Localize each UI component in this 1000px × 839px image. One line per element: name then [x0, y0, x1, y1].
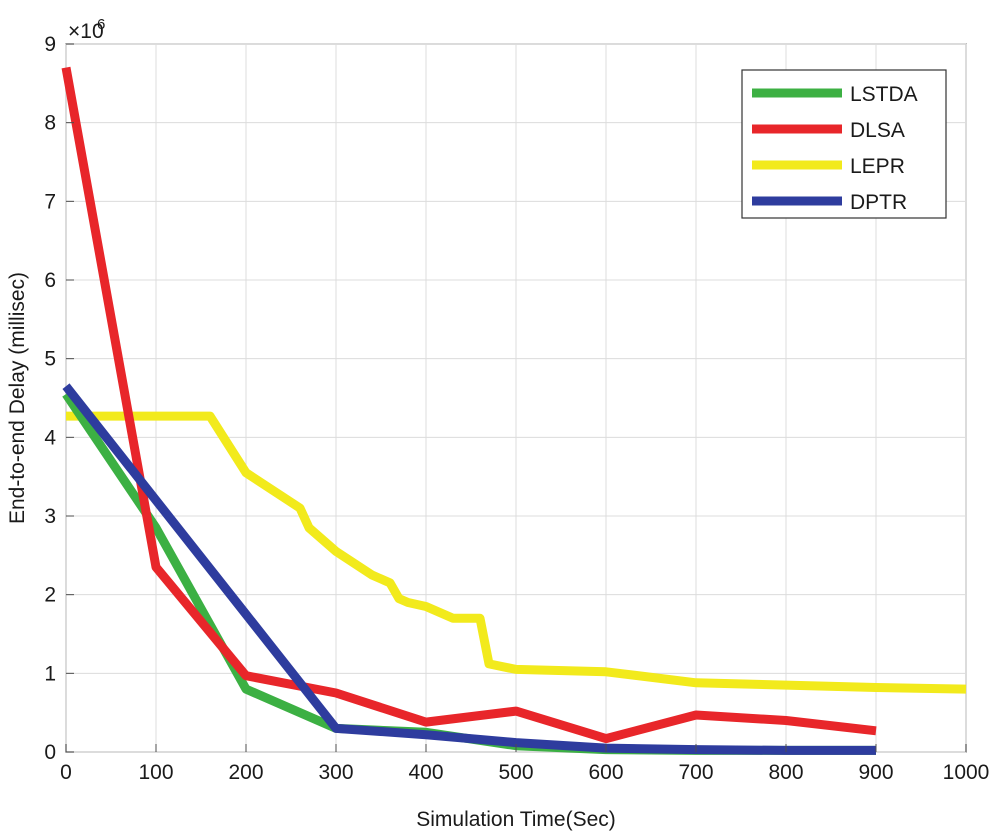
x-tick-label: 100	[138, 761, 173, 784]
legend-label-dptr: DPTR	[850, 191, 907, 214]
axis-ticks: 0 100 200 300 400 500 600 700 800 900 1000 0 1 2 3 4 5 6 7…	[44, 33, 989, 784]
series-line-lepr	[66, 411, 967, 694]
y-tick-label: 8	[44, 112, 56, 135]
x-tick-label: 400	[408, 761, 443, 784]
y-axis-title: End-to-end Delay (millisec)	[6, 272, 29, 524]
y-tick-label: 6	[44, 269, 56, 292]
y-tick-label: 3	[44, 505, 56, 528]
series-line-dptr	[62, 383, 876, 755]
y-multiplier-base: ×10	[68, 20, 104, 43]
x-tick-label: 600	[588, 761, 623, 784]
y-tick-label: 7	[44, 190, 56, 213]
x-tick-label: 800	[768, 761, 803, 784]
legend-label-lepr: LEPR	[850, 155, 905, 178]
x-tick-label: 0	[60, 761, 72, 784]
series-lines	[61, 66, 967, 755]
y-tick-label: 4	[44, 426, 56, 449]
x-tick-label: 1000	[943, 761, 990, 784]
y-tick-label: 9	[44, 33, 56, 56]
x-tick-label: 900	[858, 761, 893, 784]
y-tick-label: 1	[44, 662, 56, 685]
series-line-dlsa	[61, 66, 877, 744]
x-tick-label: 500	[498, 761, 533, 784]
x-tick-label: 200	[228, 761, 263, 784]
y-multiplier-exponent: 6	[97, 16, 105, 33]
y-tick-label: 0	[44, 741, 56, 764]
legend-label-lstda: LSTDA	[850, 83, 918, 106]
y-tick-label: 5	[44, 348, 56, 371]
legend-label-dlsa: DLSA	[850, 119, 905, 142]
x-axis-title: Simulation Time(Sec)	[416, 808, 616, 831]
x-tick-label: 700	[678, 761, 713, 784]
x-tick-label: 300	[318, 761, 353, 784]
y-tick-label: 2	[44, 584, 56, 607]
legend: LSTDA DLSA LEPR DPTR	[741, 69, 947, 219]
